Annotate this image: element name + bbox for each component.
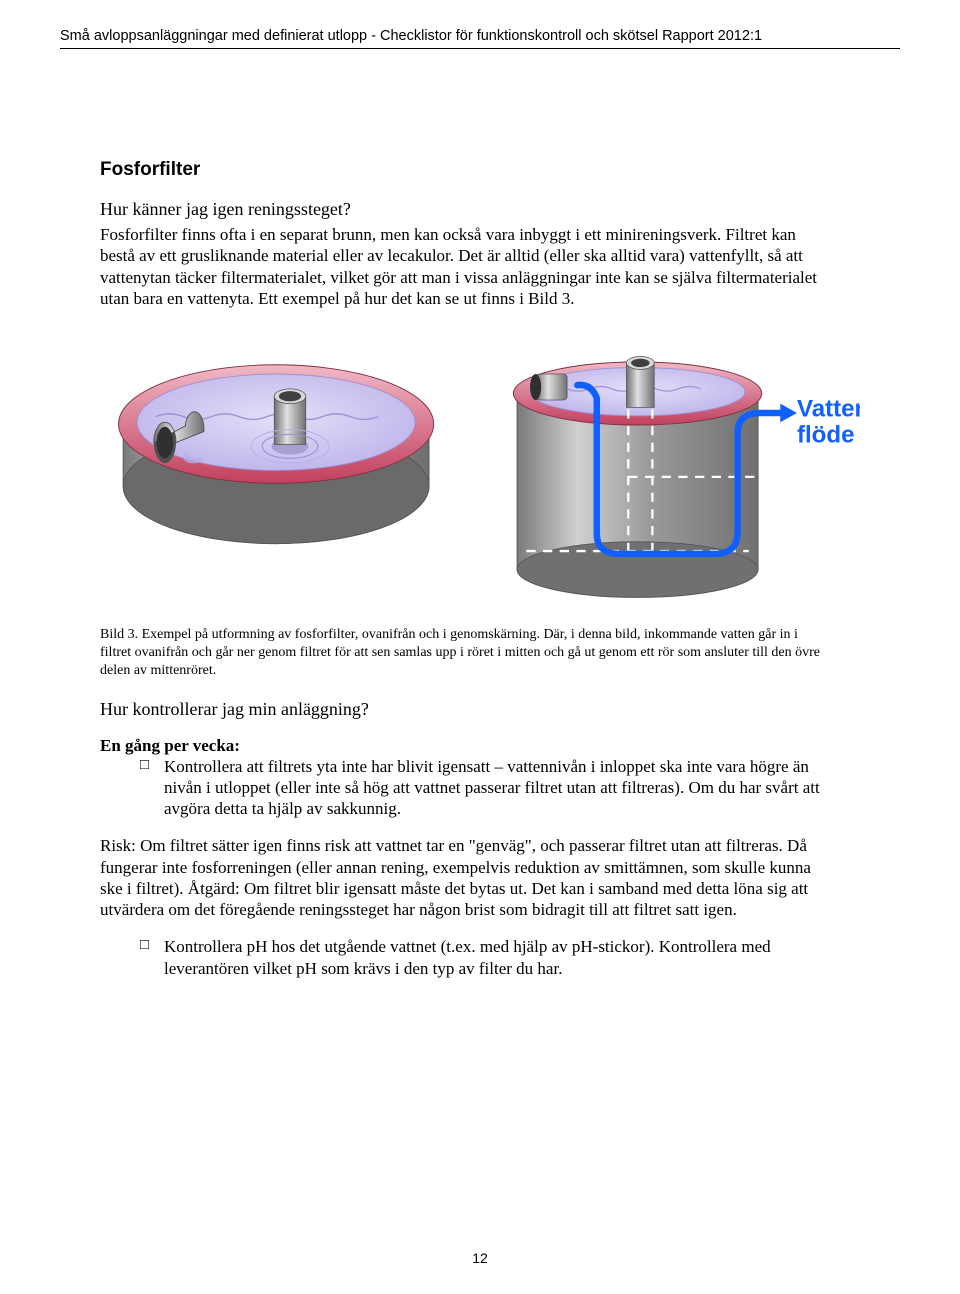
- subheading-1: Hur känner jag igen reningssteget?: [100, 199, 830, 220]
- bullet-2-text: Kontrollera pH hos det utgående vattnet …: [164, 936, 830, 979]
- paragraph-1: Fosforfilter finns ofta i en separat bru…: [100, 224, 830, 309]
- bullet-marker-icon: □: [140, 936, 164, 955]
- bullet-1-block: □ Kontrollera att filtrets yta inte har …: [140, 756, 830, 820]
- risk-paragraph: Risk: Om filtret sätter igen finns risk …: [100, 835, 830, 920]
- content-area: Fosforfilter Hur känner jag igen renings…: [100, 159, 830, 979]
- bullet-marker-icon: □: [140, 756, 164, 775]
- figure-bild-3: Vatten- flöde: [100, 323, 830, 608]
- flow-label-line1: Vatten-: [797, 396, 860, 423]
- flow-label-line2: flöde: [797, 422, 855, 449]
- page-number: 12: [0, 1250, 960, 1266]
- weekly-label: En gång per vecka:: [100, 736, 830, 756]
- bullet-2-block: □ Kontrollera pH hos det utgående vattne…: [140, 936, 830, 979]
- report-header: Små avloppsanläggningar med definierat u…: [60, 28, 900, 49]
- bullet-1-text: Kontrollera att filtrets yta inte har bl…: [164, 756, 830, 820]
- subheading-2: Hur kontrollerar jag min anläggning?: [100, 699, 830, 720]
- tank-cross-section: [513, 356, 797, 597]
- tank-top-view: [119, 365, 434, 544]
- page: Små avloppsanläggningar med definierat u…: [0, 0, 960, 1294]
- section-title: Fosforfilter: [100, 159, 830, 181]
- figure-caption: Bild 3. Exempel på utformning av fosforf…: [100, 626, 830, 681]
- fosforfilter-diagram: Vatten- flöde: [100, 323, 860, 603]
